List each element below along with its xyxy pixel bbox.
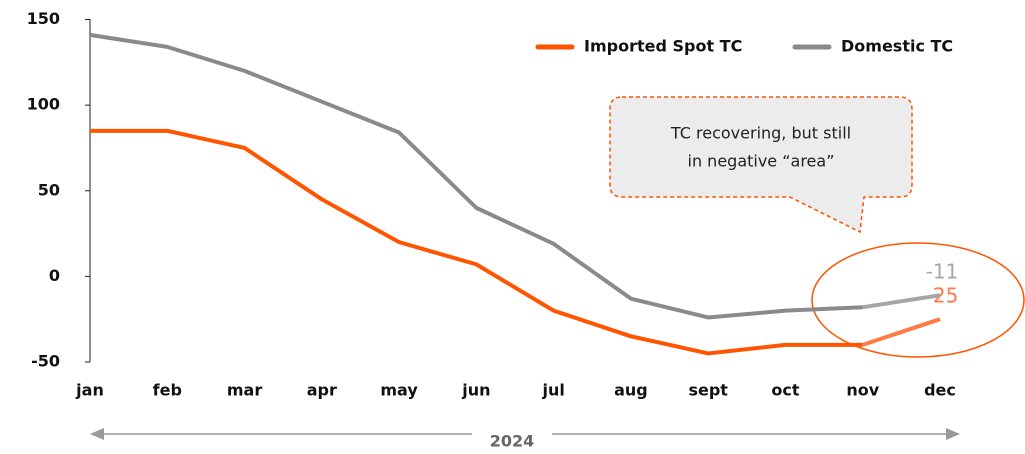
y-tick-label: 150 (27, 9, 60, 28)
x-tick-label: nov (846, 381, 879, 400)
annotation: TC recovering, but still (670, 124, 851, 143)
x-tick-label: feb (153, 381, 182, 400)
series-line-highlight (862, 317, 941, 347)
range-arrow (90, 425, 960, 454)
x-tick-label: oct (771, 381, 799, 400)
x-tick-label: aug (614, 381, 648, 400)
x-tick-label: jun (461, 381, 490, 400)
series-line (89, 32, 863, 320)
x-tick-label: may (380, 381, 418, 400)
x-tick-label: apr (307, 381, 337, 400)
y-tick-label: 100 (27, 95, 60, 114)
series-line-highlight (862, 293, 941, 310)
legend-label: Domestic TC (841, 37, 953, 56)
x-tick-label: jul (541, 381, 564, 400)
y-tick-label: 0 (49, 266, 60, 285)
series-line (90, 128, 863, 356)
x-tick-label: sept (688, 381, 728, 400)
y-tick-label: -50 (31, 352, 60, 371)
x-tick-label: jan (75, 381, 104, 400)
highlight-ellipse (811, 242, 1025, 358)
y-tick-label: 50 (38, 180, 60, 199)
legend-label: Imported Spot TC (584, 37, 742, 56)
x-tick-label: mar (227, 381, 262, 400)
callout (609, 96, 913, 234)
annotation: in negative “area” (688, 152, 835, 171)
x-axis-label: 2024 (490, 432, 535, 451)
x-tick-label: dec (924, 381, 956, 400)
data-label: -11 (926, 260, 959, 284)
